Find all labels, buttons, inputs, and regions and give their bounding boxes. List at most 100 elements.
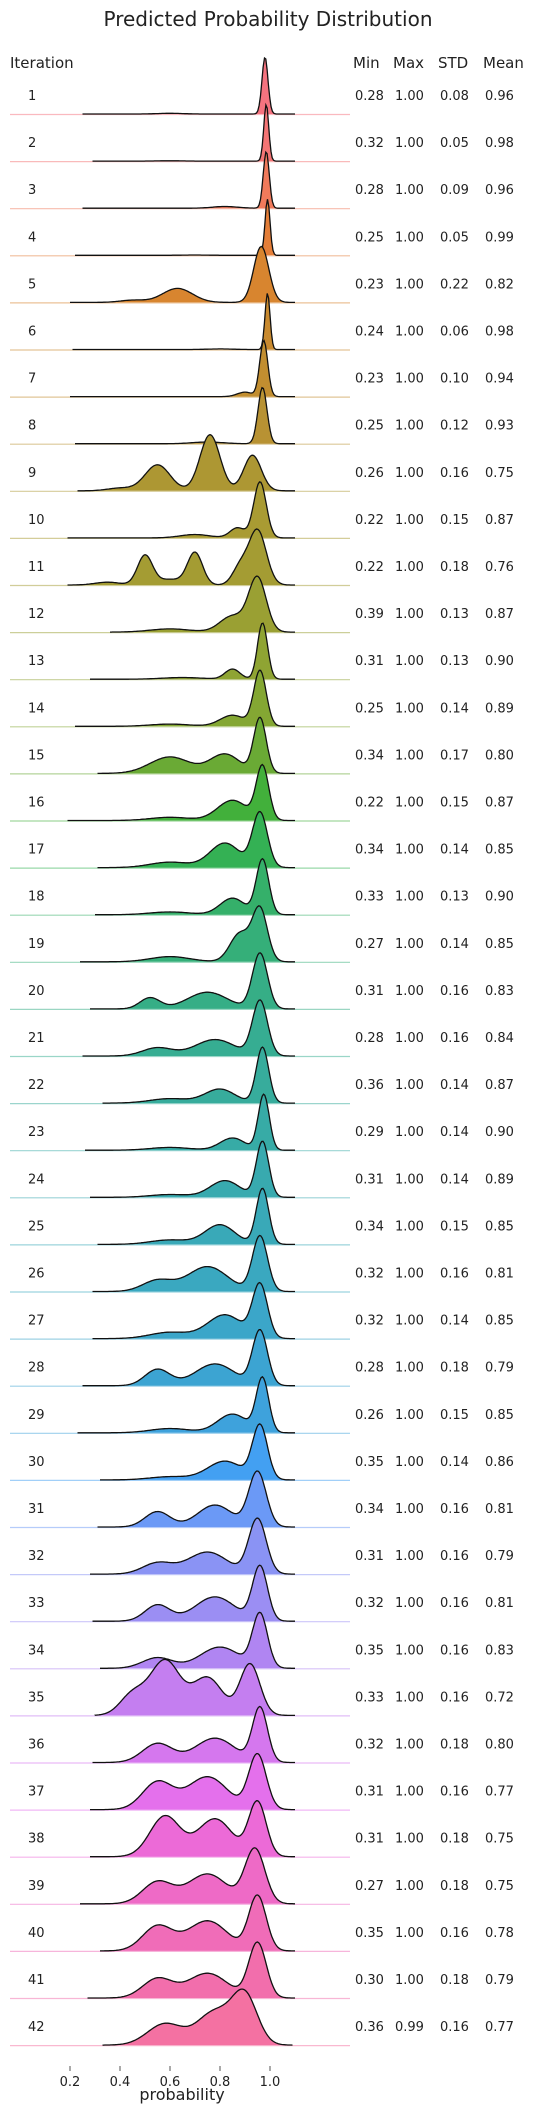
mean-value: 0.83	[485, 984, 514, 999]
ridge-29: 29 0.26 1.00 0.15 0.85	[10, 1375, 514, 1434]
ridge-density-area	[92, 1235, 295, 1292]
mean-value: 0.75	[485, 1832, 514, 1847]
mean-value: 0.87	[485, 607, 514, 622]
ridge-density-outline	[90, 1517, 295, 1575]
min-value: 0.25	[355, 230, 384, 245]
mean-value: 0.90	[485, 654, 514, 669]
ridge-density-outline	[90, 1752, 295, 1811]
mean-value: 0.72	[485, 1690, 514, 1705]
mean-value: 0.89	[485, 1172, 514, 1187]
std-value: 0.16	[440, 1502, 469, 1517]
max-header: Max	[393, 54, 424, 72]
min-value: 0.28	[355, 183, 384, 198]
min-value: 0.32	[355, 1596, 384, 1611]
ridge-16: 16 0.22 1.00 0.15 0.87	[10, 763, 514, 822]
ridge-density-outline	[87, 1941, 295, 1999]
min-value: 0.34	[355, 1219, 384, 1234]
mean-value: 0.78	[485, 1926, 514, 1941]
max-value: 1.00	[395, 513, 424, 528]
iteration-label: 24	[28, 1172, 45, 1187]
min-value: 0.32	[355, 1314, 384, 1329]
std-value: 0.14	[440, 1172, 469, 1187]
ridge-density-area	[80, 905, 295, 962]
max-value: 1.00	[395, 748, 424, 763]
ridge-36: 36 0.32 1.00 0.18 0.80	[10, 1705, 514, 1764]
ridge-density-outline	[75, 386, 295, 445]
mean-header: Mean	[483, 54, 524, 72]
iteration-label: 36	[28, 1738, 45, 1753]
ridge-20: 20 0.31 1.00 0.16 0.83	[10, 952, 514, 1011]
min-value: 0.23	[355, 277, 384, 292]
mean-value: 0.90	[485, 1125, 514, 1140]
ridge-38: 38 0.31 1.00 0.18 0.75	[10, 1800, 514, 1858]
max-value: 1.00	[395, 1973, 424, 1988]
min-value: 0.33	[355, 890, 384, 905]
max-value: 1.00	[395, 466, 424, 481]
mean-value: 0.87	[485, 796, 514, 811]
iteration-header: Iteration	[10, 54, 74, 72]
mean-value: 0.87	[485, 513, 514, 528]
min-value: 0.34	[355, 1502, 384, 1517]
min-value: 0.27	[355, 937, 384, 952]
iteration-label: 9	[28, 466, 36, 481]
std-value: 0.05	[440, 136, 469, 151]
std-value: 0.22	[440, 277, 469, 292]
ridge-density-area	[67, 481, 295, 538]
mean-value: 0.77	[485, 1785, 514, 1800]
std-value: 0.14	[440, 1314, 469, 1329]
max-value: 1.00	[395, 1125, 424, 1140]
ridge-26: 26 0.32 1.00 0.16 0.81	[10, 1234, 514, 1293]
std-value: 0.16	[440, 1549, 469, 1564]
mean-value: 0.82	[485, 277, 514, 292]
iteration-label: 30	[28, 1455, 45, 1470]
iteration-label: 16	[28, 796, 45, 811]
mean-value: 0.81	[485, 1267, 514, 1282]
mean-value: 0.93	[485, 419, 514, 434]
ridge-30: 30 0.35 1.00 0.14 0.86	[10, 1423, 514, 1482]
max-value: 1.00	[395, 701, 424, 716]
ridge-6: 6 0.24 1.00 0.06 0.98	[10, 293, 514, 351]
max-value: 1.00	[395, 1267, 424, 1282]
max-value: 1.00	[395, 1031, 424, 1046]
ridge-14: 14 0.25 1.00 0.14 0.89	[10, 669, 514, 728]
ridge-density-outline	[95, 857, 295, 916]
iteration-label: 25	[28, 1219, 45, 1234]
max-value: 1.00	[395, 607, 424, 622]
min-value: 0.22	[355, 796, 384, 811]
ridge-density-outline	[90, 622, 295, 680]
max-value: 1.00	[395, 1455, 424, 1470]
iteration-label: 1	[28, 89, 36, 104]
mean-value: 0.79	[485, 1973, 514, 1988]
min-value: 0.22	[355, 560, 384, 575]
ridge-32: 32 0.31 1.00 0.16 0.79	[10, 1517, 514, 1576]
iteration-label: 26	[28, 1267, 45, 1282]
mean-value: 0.96	[485, 89, 514, 104]
ridge-density-outline	[82, 1329, 295, 1387]
ridge-density-outline	[77, 434, 295, 492]
min-header: Min	[353, 54, 380, 72]
mean-value: 0.86	[485, 1455, 514, 1470]
ridge-density-area	[87, 1942, 295, 1998]
std-value: 0.18	[440, 560, 469, 575]
min-value: 0.28	[355, 1361, 384, 1376]
ridge-density-area	[90, 1141, 295, 1198]
iteration-label: 31	[28, 1502, 45, 1517]
min-value: 0.32	[355, 1267, 384, 1282]
ridge-density-outline	[90, 1140, 295, 1198]
min-value: 0.26	[355, 1408, 384, 1423]
min-value: 0.31	[355, 1172, 384, 1187]
ridge-density-outline	[97, 1470, 295, 1528]
iteration-label: 38	[28, 1832, 45, 1847]
ridge-density-outline	[72, 293, 295, 351]
std-value: 0.08	[440, 89, 469, 104]
std-value: 0.14	[440, 701, 469, 716]
min-value: 0.34	[355, 843, 384, 858]
min-value: 0.31	[355, 1832, 384, 1847]
iteration-label: 35	[28, 1690, 45, 1705]
ridge-33: 33 0.32 1.00 0.16 0.81	[10, 1564, 514, 1623]
std-value: 0.13	[440, 607, 469, 622]
ridge-density-outline	[75, 669, 295, 727]
min-value: 0.32	[355, 1738, 384, 1753]
mean-value: 0.84	[485, 1031, 514, 1046]
